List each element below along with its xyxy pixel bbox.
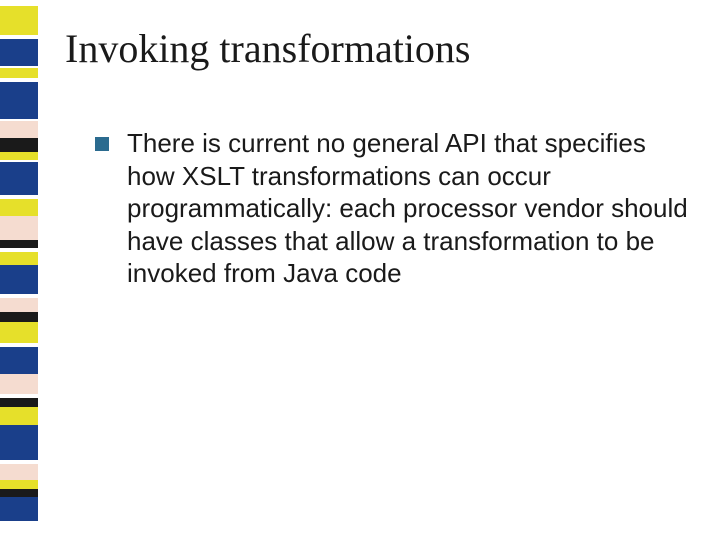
- sidebar-color-block: [0, 138, 38, 152]
- sidebar-color-block: [0, 322, 38, 343]
- sidebar-color-block: [0, 121, 38, 139]
- sidebar-color-block: [0, 298, 38, 312]
- sidebar-color-block: [0, 464, 38, 480]
- sidebar-color-block: [0, 480, 38, 490]
- sidebar-color-block: [0, 398, 38, 408]
- slide-content: Invoking transformations There is curren…: [65, 25, 690, 290]
- sidebar-color-block: [0, 252, 38, 266]
- slide-title: Invoking transformations: [65, 25, 690, 72]
- sidebar-color-block: [0, 152, 38, 160]
- sidebar-color-block: [0, 497, 38, 520]
- bullet-text: There is current no general API that spe…: [127, 127, 690, 290]
- decorative-sidebar: [0, 0, 38, 540]
- sidebar-color-block: [0, 216, 38, 239]
- square-bullet-icon: [95, 137, 109, 151]
- sidebar-color-block: [0, 39, 38, 66]
- sidebar-color-block: [0, 265, 38, 294]
- sidebar-color-block: [0, 374, 38, 394]
- sidebar-color-block: [0, 162, 38, 195]
- sidebar-color-block: [0, 407, 38, 425]
- sidebar-color-block: [0, 521, 38, 540]
- sidebar-color-block: [0, 347, 38, 374]
- sidebar-color-block: [0, 6, 38, 35]
- sidebar-color-block: [0, 82, 38, 119]
- sidebar-color-block: [0, 68, 38, 78]
- sidebar-color-block: [0, 240, 38, 248]
- sidebar-color-block: [0, 425, 38, 460]
- bullet-item: There is current no general API that spe…: [95, 127, 690, 290]
- sidebar-color-block: [0, 312, 38, 322]
- sidebar-color-block: [0, 199, 38, 217]
- sidebar-color-block: [0, 489, 38, 497]
